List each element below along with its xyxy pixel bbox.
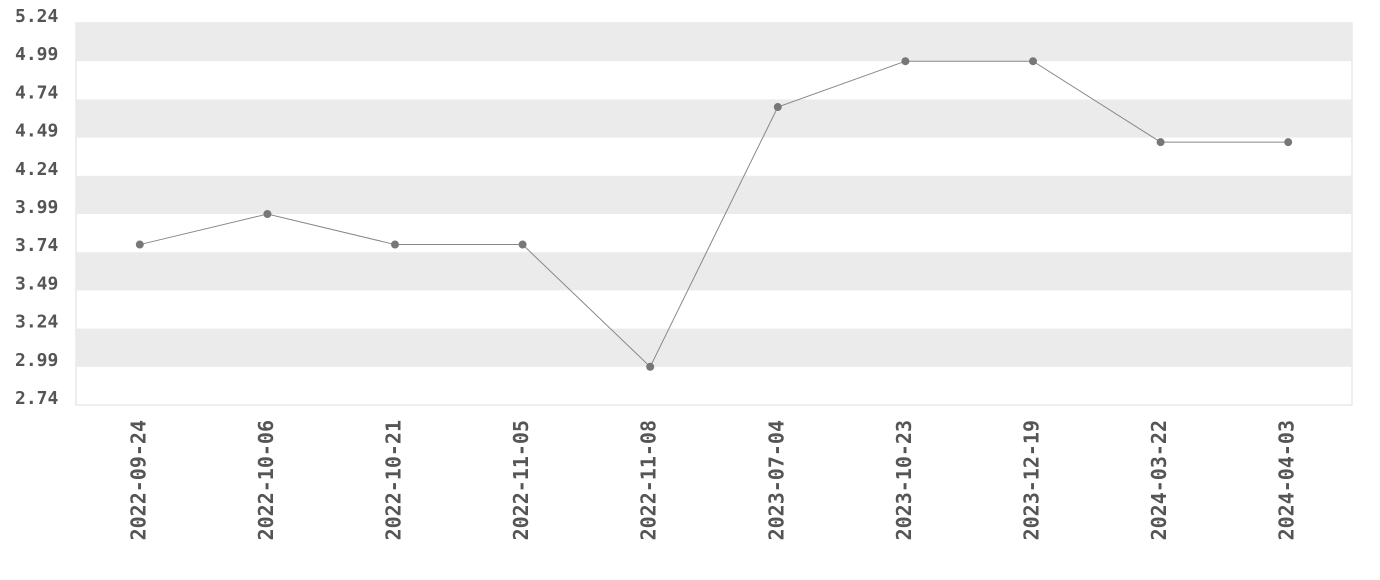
x-tick-label: 2022-10-21 [382,420,406,540]
y-tick-label: 3.74 [15,235,59,256]
y-tick-label: 3.49 [15,273,58,294]
x-tick-label: 2023-07-04 [764,420,788,540]
grid-band [76,99,1352,138]
point [1156,138,1165,147]
x-tick-label: 2022-11-08 [637,420,661,540]
y-tick-label: 5.24 [15,6,59,27]
y-tick-label: 4.99 [15,44,58,65]
y-tick-label: 2.74 [15,388,59,409]
y-tick-label: 2.99 [15,350,58,371]
line [139,60,1289,368]
x-tick-label: 2023-10-23 [892,420,916,540]
x-tick-label: 2022-10-06 [254,420,278,540]
x-tick-label: 2022-11-05 [509,420,533,540]
x-tick-label: 2024-03-22 [1147,420,1171,540]
point [646,362,655,371]
y-tick-label: 3.24 [15,312,59,333]
point [263,210,272,218]
x-tick-label: 2022-09-24 [126,420,150,540]
point [773,103,782,112]
y-tick-label: 4.74 [15,82,59,103]
grid-band [76,328,1352,367]
point [901,57,910,66]
point [1029,57,1037,66]
y-tick-label: 4.24 [15,159,59,180]
point [135,240,144,249]
point [391,240,399,249]
point [518,240,527,249]
y-tick-label: 4.49 [15,121,58,142]
x-tick-label: 2023-12-19 [1020,420,1044,540]
x-tick-label: 2024-04-03 [1275,420,1299,540]
point [1284,138,1293,147]
grid-band [76,23,1352,62]
grid-band [76,175,1352,214]
y-tick-label: 3.99 [15,197,58,218]
grid-band [76,252,1352,291]
